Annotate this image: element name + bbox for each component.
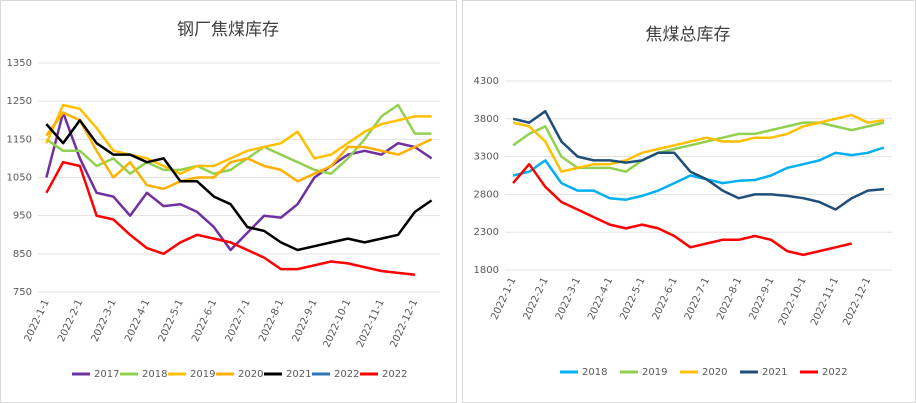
series-line [45,103,432,175]
x-tick-label: 2022-2-1 [522,276,551,322]
y-tick-label: 4300 [474,76,499,87]
series-line [512,162,852,257]
legend-label: 2017 [94,369,119,380]
x-tick-label: 2022-5-1 [618,276,647,322]
y-tick-label: 1250 [7,96,32,107]
x-tick-label: 2022-7-1 [224,298,253,344]
legend-label: 2021 [762,367,787,378]
series-line [45,119,433,252]
legend-label: 2018 [582,367,607,378]
x-tick-label: 2022-6-1 [190,298,219,344]
x-tick-label: 2022-12-1 [388,298,420,350]
x-tick-label: 2022-3-1 [90,298,119,344]
legend-label: 2022 [822,367,847,378]
legend-label: 2018 [142,369,167,380]
x-tick-label: 2022-8-1 [715,276,744,322]
series-line [45,111,433,252]
chart-title: 钢厂焦煤库存 [177,20,279,40]
y-tick-label: 1150 [7,134,32,145]
y-tick-label: 950 [13,211,32,222]
x-tick-label: 2022-6-1 [651,276,680,322]
legend-label: 2020 [238,369,263,380]
chart-title: 焦煤总库存 [646,25,731,45]
x-tick-label: 2022-7-1 [683,276,712,322]
x-tick-label: 2022-1-1 [489,276,518,322]
y-tick-label: 2300 [474,227,499,238]
series-line [45,160,416,277]
x-tick-label: 2022-3-1 [554,276,583,322]
legend-label: 2019 [642,367,667,378]
x-tick-label: 2022-5-1 [157,298,186,344]
x-tick-label: 2022-1-1 [23,298,52,344]
series-line [45,103,432,175]
legend-label: 2021 [286,369,311,380]
x-tick-label: 2022-4-1 [586,276,615,322]
y-tick-label: 1800 [474,265,499,276]
y-tick-label: 850 [13,249,32,260]
x-tick-label: 2022-9-1 [291,298,320,344]
y-tick-label: 1050 [7,173,32,184]
series-line [512,109,885,211]
x-tick-label: 2022-12-1 [841,276,873,328]
x-tick-label: 2022-11-1 [355,298,387,350]
x-tick-label: 2022-10-1 [777,276,809,328]
series-line [512,113,885,173]
x-tick-label: 2022-2-1 [56,298,85,344]
x-tick-label: 2022-9-1 [747,276,776,322]
series-line [512,146,885,201]
x-tick-label: 2022-4-1 [123,298,152,344]
legend-label: 2022 [334,369,359,380]
y-tick-label: 2800 [474,189,499,200]
y-tick-label: 1350 [7,58,32,69]
series-line [45,111,433,191]
legend-label: 2019 [190,369,215,380]
x-tick-label: 2022-8-1 [257,298,286,344]
y-tick-label: 3800 [474,114,499,125]
y-tick-label: 3300 [474,152,499,163]
legend-label: 2020 [702,367,727,378]
y-tick-label: 750 [13,287,32,298]
legend-label: 2022 [382,369,407,380]
x-tick-label: 2022-11-1 [809,276,841,328]
x-tick-label: 2022-10-1 [321,298,353,350]
